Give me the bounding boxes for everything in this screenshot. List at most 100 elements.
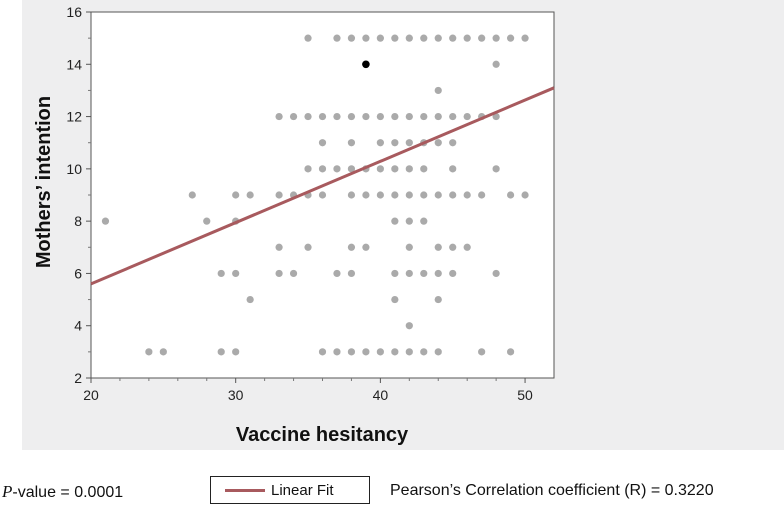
data-point: [362, 34, 370, 42]
data-point: [434, 112, 442, 121]
y-tick-label: 16: [66, 4, 82, 20]
x-axis-title: Vaccine hesitancy: [236, 424, 409, 446]
data-point: [159, 348, 167, 356]
data-point: [376, 112, 384, 121]
data-point: [347, 34, 356, 42]
data-point: [449, 269, 457, 278]
data-point: [362, 112, 370, 121]
data-point: [318, 191, 327, 199]
data-point: [391, 348, 399, 356]
data-point: [232, 191, 240, 199]
data-point: [304, 165, 312, 173]
y-tick-label: 4: [74, 318, 82, 334]
x-tick-label: 20: [83, 387, 99, 403]
data-point: [521, 34, 529, 42]
data-point: [420, 191, 428, 199]
data-point: [478, 348, 486, 356]
data-point: [333, 348, 341, 356]
data-point: [405, 322, 413, 330]
data-point: [376, 191, 384, 199]
data-point: [318, 348, 327, 356]
data-point: [492, 269, 500, 278]
data-point: [362, 191, 370, 199]
data-point: [405, 269, 413, 278]
x-tick-label: 40: [373, 387, 389, 403]
data-point: [449, 34, 457, 42]
data-point: [275, 269, 283, 278]
data-point: [405, 217, 413, 225]
data-point: [376, 165, 384, 173]
data-point: [347, 348, 356, 356]
data-point: [203, 217, 211, 225]
data-point: [405, 348, 413, 356]
data-point: [506, 191, 515, 199]
highlighted-data-point: [362, 60, 370, 69]
data-point: [463, 34, 471, 42]
data-point: [246, 191, 254, 199]
data-point: [362, 243, 370, 251]
pearson-correlation-text: Pearson’s Correlation coefficient (R) = …: [390, 482, 714, 499]
data-point: [463, 112, 471, 121]
data-point: [391, 269, 399, 278]
data-point: [449, 112, 457, 121]
data-point: [405, 191, 413, 199]
data-point: [246, 295, 254, 304]
data-point: [376, 348, 384, 356]
y-axis-title: Mothers’ intention: [33, 96, 55, 268]
data-point: [506, 34, 515, 42]
data-point: [333, 112, 341, 121]
p-symbol: P: [2, 482, 13, 501]
data-point: [420, 165, 428, 173]
data-point: [304, 243, 312, 251]
data-point: [434, 86, 442, 95]
data-point: [434, 295, 442, 304]
data-point: [275, 112, 283, 121]
data-point: [463, 191, 471, 199]
legend: Linear Fit: [210, 476, 370, 504]
data-point: [347, 139, 356, 147]
data-point: [420, 112, 428, 121]
y-tick-label: 12: [66, 109, 82, 125]
scatter-chart: 20 30 40 50 2 4 6 8 10 12 14 16 Vaccine hesitancy M…: [33, 4, 555, 446]
data-point: [478, 191, 486, 199]
data-point: [391, 295, 399, 304]
data-point: [506, 348, 515, 356]
data-point: [391, 217, 399, 225]
data-points: [101, 34, 529, 356]
linear-fit-line: [90, 86, 555, 286]
data-point: [405, 243, 413, 251]
data-point: [391, 112, 399, 121]
data-point: [391, 34, 399, 42]
data-point: [347, 112, 356, 121]
data-point: [405, 34, 413, 42]
data-point: [492, 112, 500, 121]
data-point: [333, 34, 341, 42]
data-point: [434, 243, 442, 251]
data-point: [318, 139, 327, 147]
data-point: [217, 348, 225, 356]
data-point: [333, 165, 341, 173]
data-point: [463, 243, 471, 251]
y-tick-label: 10: [66, 161, 82, 177]
data-point: [145, 348, 153, 356]
data-point: [492, 60, 500, 68]
figure-panel: 20 30 40 50 2 4 6 8 10 12 14 16 Vaccine hesitancy M…: [22, 0, 784, 450]
data-point: [420, 217, 428, 225]
data-point: [449, 165, 457, 173]
data-point: [434, 139, 442, 147]
fit-line-layer: [90, 86, 555, 286]
data-point: [289, 269, 298, 278]
data-point: [434, 34, 442, 42]
data-point: [405, 165, 413, 173]
axis-ticks: 20 30 40 50 2 4 6 8 10 12 14 16: [66, 4, 533, 403]
data-point: [391, 139, 399, 147]
p-value-text: P-value = 0.0001: [2, 482, 123, 502]
data-point: [434, 348, 442, 356]
data-point: [304, 34, 312, 42]
data-point: [318, 165, 327, 173]
data-point: [449, 139, 457, 147]
data-point: [521, 191, 529, 199]
y-tick-label: 2: [74, 370, 82, 386]
data-point: [434, 191, 442, 199]
data-point: [289, 112, 298, 121]
